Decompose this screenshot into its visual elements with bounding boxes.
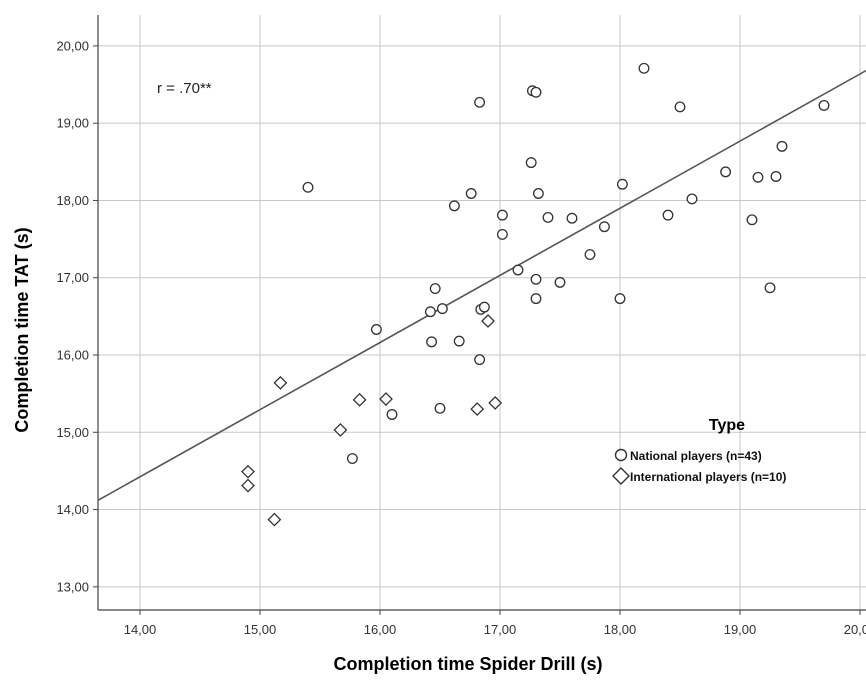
y-tick-label: 13,00 <box>56 579 89 594</box>
legend: Type National players (n=43) Internation… <box>612 417 786 485</box>
national-player-point <box>370 324 382 335</box>
international-player-point <box>481 314 495 328</box>
x-axis-title: Completion time Spider Drill (s) <box>333 654 602 674</box>
international-player-point <box>470 402 485 417</box>
national-player-point <box>818 99 830 111</box>
national-player-point <box>436 303 448 315</box>
correlation-annotation: r = .70** <box>157 80 212 97</box>
national-player-point <box>776 140 788 152</box>
y-tick-label: 16,00 <box>56 348 89 363</box>
y-tick-label: 20,00 <box>56 38 89 53</box>
national-player-point <box>530 273 542 285</box>
international-player-point <box>379 392 393 406</box>
y-tick-label: 19,00 <box>56 116 89 131</box>
national-player-point <box>448 200 460 212</box>
international-player-point <box>352 392 367 407</box>
national-player-point <box>542 212 554 223</box>
y-axis-ticks: 13,00 14,00 15,00 16,00 17,00 18,00 19,00 20,00 <box>56 38 98 594</box>
x-tick-label: 14,00 <box>124 622 157 637</box>
national-player-point <box>530 86 542 98</box>
international-player-point <box>273 375 288 390</box>
national-player-point <box>346 453 358 464</box>
national-player-point <box>584 249 596 260</box>
national-player-point <box>554 276 566 288</box>
legend-label-national: National players (n=43) <box>630 449 762 463</box>
national-player-point <box>426 336 438 348</box>
national-player-point <box>453 335 465 347</box>
national-player-point <box>496 209 508 221</box>
national-player-point <box>720 166 732 178</box>
national-player-point <box>686 193 698 205</box>
national-player-point <box>424 306 436 318</box>
national-player-point <box>770 171 782 182</box>
y-axis-title: Completion time TAT (s) <box>12 227 32 432</box>
x-axis-ticks: 14,00 15,00 16,00 17,00 18,00 19,00 20,00 <box>124 610 866 637</box>
legend-label-international: International players (n=10) <box>630 470 786 484</box>
x-tick-label: 18,00 <box>604 622 637 637</box>
data-points <box>241 62 830 527</box>
international-player-point <box>241 464 255 479</box>
national-player-point <box>386 409 398 420</box>
y-tick-label: 17,00 <box>56 270 89 285</box>
y-tick-label: 14,00 <box>56 502 89 517</box>
international-player-point <box>488 395 503 410</box>
legend-circle-marker <box>614 448 628 462</box>
national-player-point <box>638 62 650 74</box>
national-player-point <box>662 209 674 221</box>
national-player-point <box>474 96 486 108</box>
national-player-point <box>496 229 508 240</box>
international-player-point <box>333 423 348 437</box>
international-player-point <box>267 512 282 527</box>
y-tick-label: 15,00 <box>56 425 89 440</box>
national-player-point <box>434 402 446 414</box>
national-player-point <box>616 178 628 190</box>
national-player-point <box>752 171 764 183</box>
national-player-point <box>598 221 610 233</box>
regression-line <box>97 69 866 501</box>
x-tick-label: 19,00 <box>724 622 757 637</box>
national-player-point <box>474 354 486 366</box>
national-player-point <box>478 301 490 313</box>
national-player-point <box>746 214 758 226</box>
national-player-point <box>614 293 626 305</box>
national-player-point <box>512 264 524 276</box>
grid-lines <box>98 15 866 610</box>
national-player-point <box>566 212 578 224</box>
axes <box>97 15 866 611</box>
legend-diamond-marker <box>612 467 630 485</box>
national-player-point <box>525 157 537 169</box>
international-player-point <box>241 478 255 493</box>
national-player-point <box>674 101 686 113</box>
national-player-point <box>302 181 314 193</box>
national-player-point <box>530 293 542 305</box>
national-player-point <box>532 188 544 199</box>
national-player-point <box>465 188 477 199</box>
national-player-point <box>429 283 441 294</box>
national-player-point <box>764 282 776 294</box>
x-tick-label: 15,00 <box>244 622 277 637</box>
x-tick-label: 16,00 <box>364 622 397 637</box>
legend-title: Type <box>709 417 745 434</box>
x-tick-label: 17,00 <box>484 622 517 637</box>
x-tick-label: 20,00 <box>844 622 866 637</box>
y-tick-label: 18,00 <box>56 193 89 208</box>
